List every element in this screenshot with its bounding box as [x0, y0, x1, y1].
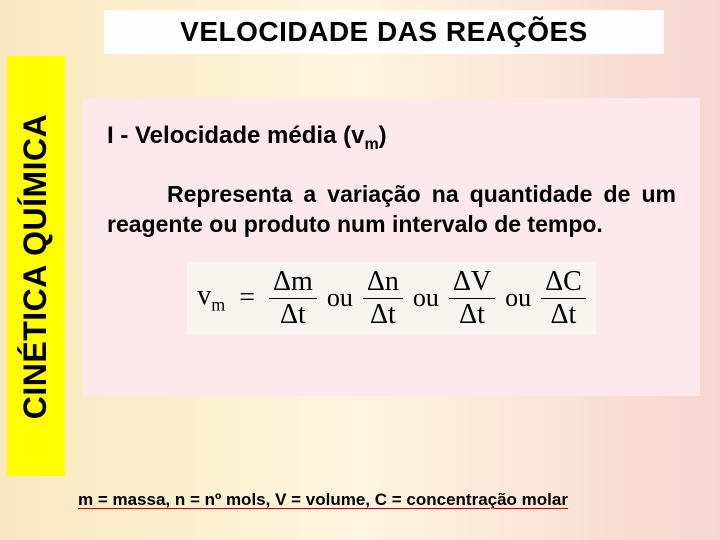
fraction-4: ΔC Δt	[541, 268, 586, 329]
fraction-2: Δn Δt	[363, 268, 403, 329]
content-box: I - Velocidade média (vm) Representa a v…	[83, 98, 700, 396]
formula-lhs: vm	[197, 280, 225, 316]
footnote: m = massa, n = nº mols, V = volume, C = …	[78, 490, 568, 510]
section-heading: I - Velocidade média (vm)	[107, 122, 676, 154]
sidebar: CINÉTICA QUÍMICA	[7, 56, 65, 476]
heading-sub: m	[364, 136, 378, 153]
slide: CINÉTICA QUÍMICA VELOCIDADE DAS REAÇÕES …	[0, 0, 720, 540]
sep-2: ou	[413, 283, 439, 313]
equals-sign: =	[239, 282, 255, 314]
sep-1: ou	[327, 283, 353, 313]
fraction-1: Δm Δt	[269, 268, 317, 329]
body-content: Representa a variação na quantidade de u…	[107, 181, 676, 237]
title-box: VELOCIDADE DAS REAÇÕES	[104, 10, 664, 54]
sidebar-label: CINÉTICA QUÍMICA	[18, 113, 55, 418]
formula-box: vm = Δm Δt ou Δn Δt ou ΔV Δt	[187, 262, 596, 335]
heading-prefix: I - Velocidade média (v	[107, 122, 364, 149]
title-text: VELOCIDADE DAS REAÇÕES	[180, 16, 588, 48]
fraction-3: ΔV Δt	[449, 268, 495, 329]
formula: vm = Δm Δt ou Δn Δt ou ΔV Δt	[197, 268, 586, 329]
heading-suffix: )	[379, 122, 387, 149]
sep-3: ou	[505, 283, 531, 313]
body-text: Representa a variação na quantidade de u…	[107, 180, 676, 240]
formula-container: vm = Δm Δt ou Δn Δt ou ΔV Δt	[107, 262, 676, 335]
